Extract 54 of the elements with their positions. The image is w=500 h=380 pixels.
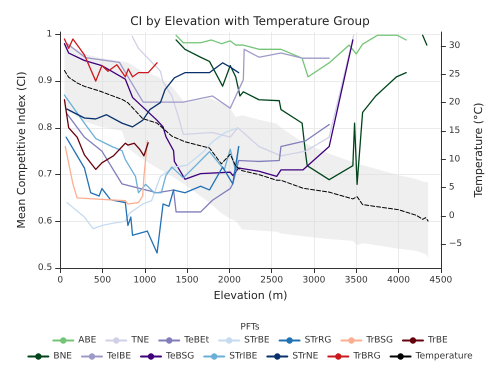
y2-axis-title: Temperature (°C) bbox=[472, 102, 485, 198]
y2-tick-label: 10 bbox=[448, 154, 461, 164]
y2-tick-label: 30 bbox=[448, 41, 461, 52]
legend-label: BNE bbox=[53, 352, 72, 362]
y-tick-label: 0.7 bbox=[38, 170, 52, 180]
line-series bbox=[175, 34, 407, 78]
line-series bbox=[64, 94, 240, 194]
legend-label: Temperature bbox=[414, 352, 474, 362]
y-tick-label: 0.6 bbox=[38, 216, 52, 226]
legend-label: TeBEt bbox=[183, 336, 210, 346]
y2-tick-label: −5 bbox=[448, 239, 462, 250]
line-series bbox=[64, 39, 354, 180]
x-tick-label: 1000 bbox=[133, 276, 157, 286]
line-series bbox=[64, 140, 148, 205]
legend-label: TrBSG bbox=[365, 336, 393, 346]
legend-label: TrBRG bbox=[352, 352, 381, 362]
line-series bbox=[66, 113, 330, 213]
x-tick-label: 3500 bbox=[344, 276, 368, 286]
legend-label: TrBE bbox=[426, 336, 448, 346]
legend-label: TeBSG bbox=[165, 352, 194, 362]
line-series bbox=[65, 136, 240, 254]
y2-tick-label: 15 bbox=[448, 126, 460, 136]
chart-title: CI by Elevation with Temperature Group bbox=[130, 14, 370, 28]
y2-tick-label: 20 bbox=[448, 98, 461, 108]
x-tick-label: 4500 bbox=[429, 276, 453, 286]
legend-label: STrIBE bbox=[229, 352, 258, 362]
legend-label: STrRG bbox=[304, 336, 332, 346]
y-axis-title: Mean Competitive Index (CI) bbox=[15, 71, 28, 229]
y2-tick-label: 25 bbox=[448, 69, 460, 80]
x-tick-label: 500 bbox=[94, 276, 112, 286]
x-tick-label: 4000 bbox=[387, 276, 410, 286]
line-series bbox=[66, 43, 330, 109]
y-tick-label: 0.9 bbox=[38, 76, 52, 86]
line-series bbox=[64, 70, 429, 222]
line-series bbox=[66, 62, 240, 128]
y-tick-label: 1 bbox=[46, 29, 52, 40]
legend-title: PFTs bbox=[240, 322, 260, 332]
legend-label: ABE bbox=[78, 336, 97, 346]
legend-label: STrBE bbox=[244, 336, 270, 346]
y2-tick-label: 5 bbox=[448, 182, 455, 193]
x-tick-label: 2500 bbox=[260, 276, 284, 286]
x-tick-label: 3000 bbox=[302, 276, 326, 286]
x-tick-label: 0 bbox=[57, 276, 64, 286]
line-series bbox=[64, 99, 149, 170]
legend-label: TNE bbox=[130, 336, 150, 346]
y2-tick-label: 0 bbox=[448, 210, 455, 221]
y-tick-label: 0.5 bbox=[38, 263, 52, 273]
legend-label: STrNE bbox=[292, 352, 319, 362]
line-series bbox=[64, 38, 158, 82]
y-tick-label: 0.8 bbox=[38, 122, 52, 133]
legend-label: TeIBE bbox=[106, 352, 132, 362]
x-tick-label: 1500 bbox=[176, 276, 199, 286]
x-tick-label: 2000 bbox=[218, 276, 242, 286]
x-axis-title: Elevation (m) bbox=[214, 288, 288, 302]
